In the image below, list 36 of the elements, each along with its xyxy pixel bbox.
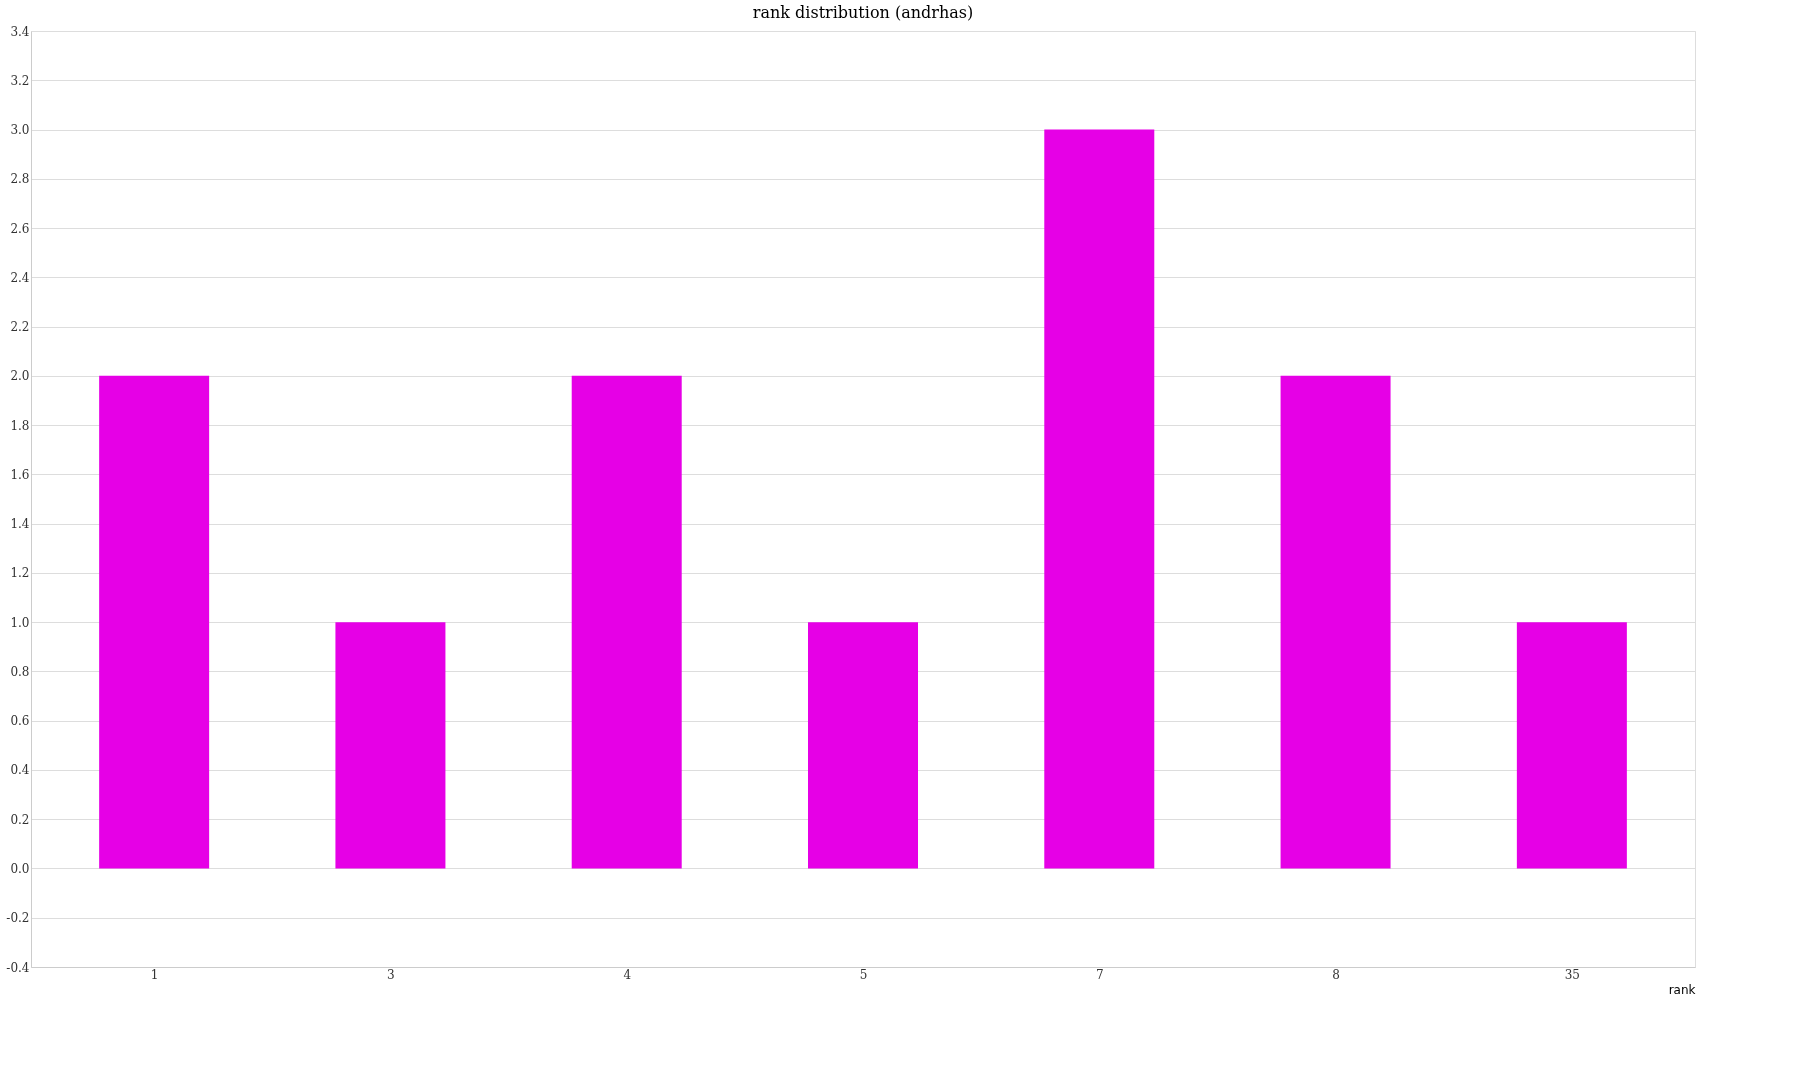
y-tick-label: 0.4	[10, 763, 30, 778]
x-tick-label: 35	[1564, 967, 1580, 982]
x-tick-label: 1	[150, 967, 159, 982]
bar	[335, 622, 446, 869]
y-tick-label: 0.2	[10, 812, 30, 827]
y-tick-label: 3.0	[10, 123, 30, 138]
chart-title: rank distribution (andrhas)	[752, 3, 974, 22]
y-tick-label: 1.6	[10, 467, 30, 482]
bar	[1044, 129, 1155, 869]
y-tick-label: 2.0	[10, 369, 30, 384]
y-tick-label: 0.0	[10, 861, 30, 876]
x-tick-label: 4	[623, 967, 632, 982]
y-tick-label: 1.0	[10, 615, 30, 630]
y-tick-label: 2.4	[10, 270, 30, 285]
bar	[1280, 375, 1391, 869]
bar	[1516, 622, 1627, 869]
y-tick-label: 1.4	[10, 517, 30, 532]
y-tick-label: -0.4	[6, 960, 30, 975]
y-tick-label: 2.8	[10, 172, 30, 187]
bar	[571, 375, 682, 869]
x-tick-label: 8	[1332, 967, 1340, 982]
y-tick-label: 1.8	[10, 418, 30, 433]
x-tick-label: 7	[1095, 967, 1104, 982]
y-tick-label: 1.2	[10, 566, 30, 581]
y-tick-label: 3.4	[10, 24, 30, 39]
bar	[99, 375, 210, 869]
y-tick-label: 0.6	[10, 714, 30, 729]
x-tick-label: 5	[859, 967, 868, 982]
x-axis-title: rank	[1668, 982, 1696, 997]
x-tick-label: 3	[387, 967, 395, 982]
y-tick-label: -0.2	[6, 911, 30, 926]
bar	[808, 622, 918, 869]
y-tick-label: 0.8	[10, 664, 30, 679]
y-tick-label: 2.2	[10, 320, 30, 335]
y-tick-label: 3.2	[10, 73, 30, 88]
y-tick-label: 2.6	[10, 221, 30, 236]
